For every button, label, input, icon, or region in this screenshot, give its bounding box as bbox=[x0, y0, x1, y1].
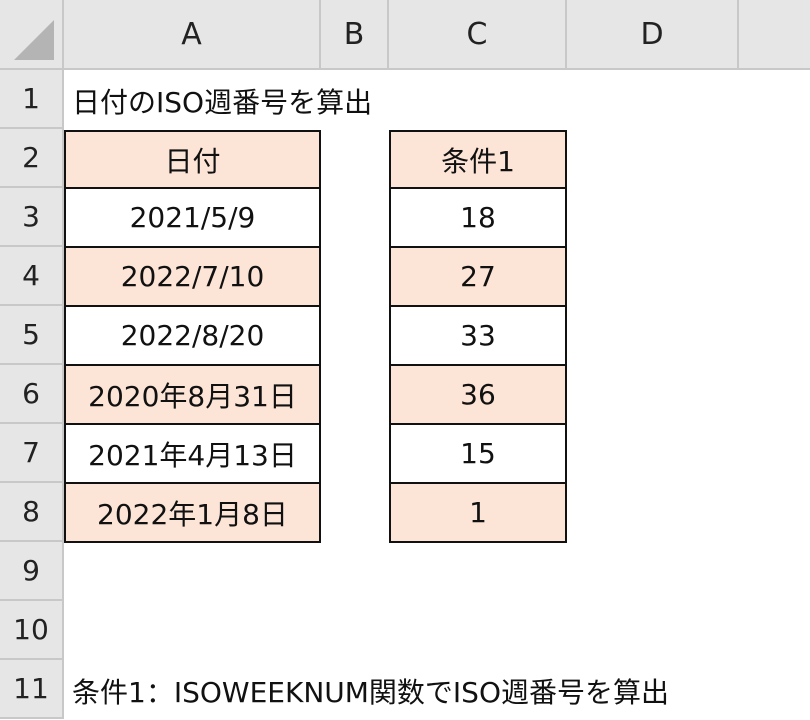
date-cell[interactable]: 2020年8月31日 bbox=[64, 364, 321, 425]
table-a-header[interactable]: 日付 bbox=[64, 130, 321, 189]
row-header-6[interactable]: 6 bbox=[0, 365, 64, 424]
column-header-b[interactable]: B bbox=[321, 0, 389, 70]
row-header-4[interactable]: 4 bbox=[0, 247, 64, 306]
week-number-cell[interactable]: 27 bbox=[389, 246, 567, 307]
row-header-5[interactable]: 5 bbox=[0, 306, 64, 365]
table-c-header[interactable]: 条件1 bbox=[389, 130, 567, 189]
column-header-c[interactable]: C bbox=[389, 0, 567, 70]
row-header-3[interactable]: 3 bbox=[0, 188, 64, 247]
week-number-cell[interactable]: 33 bbox=[389, 305, 567, 366]
row-header-2[interactable]: 2 bbox=[0, 129, 64, 188]
week-number-cell[interactable]: 1 bbox=[389, 482, 567, 543]
date-cell[interactable]: 2022/7/10 bbox=[64, 246, 321, 307]
row-header-7[interactable]: 7 bbox=[0, 424, 64, 483]
date-cell[interactable]: 2021/5/9 bbox=[64, 187, 321, 248]
row-header-11[interactable]: 11 bbox=[0, 660, 64, 719]
column-header-d[interactable]: D bbox=[567, 0, 739, 70]
title-cell[interactable]: 日付のISO週番号を算出 bbox=[72, 86, 373, 119]
week-number-cell[interactable]: 36 bbox=[389, 364, 567, 425]
row-header-8[interactable]: 8 bbox=[0, 483, 64, 542]
column-header-e[interactable] bbox=[739, 0, 810, 70]
row-header-1[interactable]: 1 bbox=[0, 70, 64, 129]
column-header-a[interactable]: A bbox=[64, 0, 321, 70]
date-cell[interactable]: 2022年1月8日 bbox=[64, 482, 321, 543]
select-all-button[interactable] bbox=[0, 0, 64, 70]
note-cell[interactable]: 条件1：ISOWEEKNUM関数でISO週番号を算出 bbox=[72, 676, 669, 709]
date-cell[interactable]: 2021年4月13日 bbox=[64, 423, 321, 484]
week-number-cell[interactable]: 18 bbox=[389, 187, 567, 248]
week-number-cell[interactable]: 15 bbox=[389, 423, 567, 484]
row-header-9[interactable]: 9 bbox=[0, 542, 64, 601]
row-header-10[interactable]: 10 bbox=[0, 601, 64, 660]
date-cell[interactable]: 2022/8/20 bbox=[64, 305, 321, 366]
